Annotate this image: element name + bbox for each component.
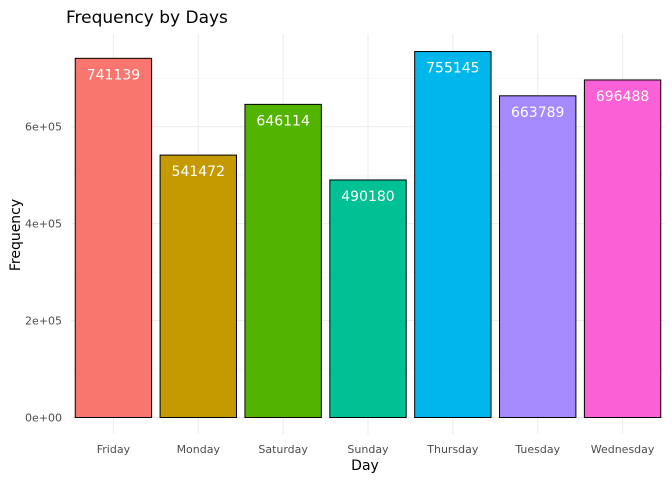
chart-title: Frequency by Days — [66, 8, 228, 28]
x-tick-label: Tuesday — [514, 443, 560, 456]
data-label-tuesday: 663789 — [511, 105, 564, 121]
data-label-sunday: 490180 — [341, 189, 394, 205]
bars — [74, 51, 662, 419]
x-axis-title: Day — [351, 458, 379, 474]
y-tick-label: 4e+05 — [25, 218, 62, 231]
y-axis-ticks: 0e+00 2e+05 4e+05 6e+05 — [25, 121, 62, 425]
bar-wednesday — [583, 79, 662, 418]
data-label-monday: 541472 — [172, 164, 225, 180]
y-axis-title: Frequency — [8, 199, 24, 271]
y-tick-label: 0e+00 — [25, 412, 62, 425]
x-tick-label: Monday — [177, 443, 221, 456]
data-label-wednesday: 696488 — [596, 89, 649, 105]
bar-thursday — [414, 51, 492, 419]
y-tick-label: 6e+05 — [25, 121, 62, 134]
data-labels: 741139 541472 646114 490180 755145 663789 6964… — [87, 61, 650, 205]
x-tick-label: Sunday — [347, 443, 389, 456]
x-tick-label: Friday — [97, 443, 131, 456]
data-label-thursday: 755145 — [426, 61, 479, 77]
x-tick-label: Saturday — [258, 443, 308, 456]
bar-friday — [74, 57, 153, 418]
x-tick-label: Thursday — [426, 443, 479, 456]
y-tick-label: 2e+05 — [25, 315, 62, 328]
bar-tuesday — [499, 95, 577, 418]
bar-saturday — [244, 103, 322, 419]
x-tick-label: Wednesday — [591, 443, 655, 456]
bar-sunday — [329, 179, 407, 418]
x-axis-ticks: Friday Monday Saturday Sunday Thursday Tuesda… — [97, 443, 655, 456]
bar-monday — [159, 154, 237, 419]
data-label-friday: 741139 — [87, 67, 140, 83]
data-label-saturday: 646114 — [256, 113, 310, 129]
